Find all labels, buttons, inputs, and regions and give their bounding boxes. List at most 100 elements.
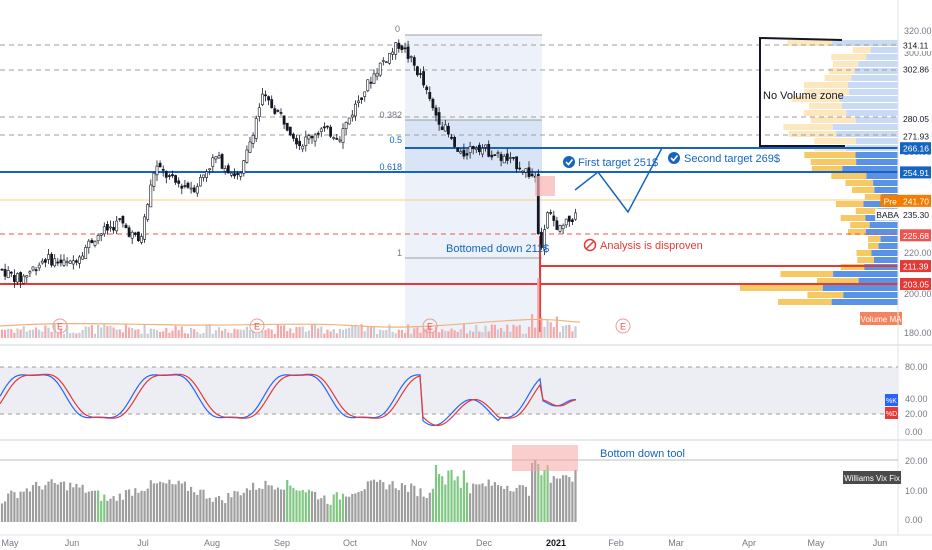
volume-bar	[456, 331, 459, 338]
price-label-bg	[900, 194, 931, 207]
candle-body	[152, 172, 156, 187]
candle-body	[310, 136, 314, 139]
volume-bar	[434, 326, 438, 338]
vixfix-axis-tick: 0.00	[905, 515, 923, 525]
price-label[interactable]: 266.16	[900, 142, 931, 155]
volume-bar	[112, 327, 115, 338]
volume-ma-badge[interactable]	[860, 312, 902, 325]
vixfix-bar	[317, 499, 320, 522]
candle-body	[288, 126, 292, 136]
price-axis[interactable]: 320.00300.00260.00220.00200.00180.00314.…	[875, 26, 932, 338]
volume-profile-sell	[803, 110, 847, 116]
vixfix-bar	[56, 484, 59, 522]
volume-bar	[248, 330, 252, 338]
candle-body	[326, 125, 329, 128]
price-label[interactable]: 280.05	[900, 112, 931, 125]
volume-bar	[487, 331, 490, 338]
candle-body	[236, 173, 240, 176]
vixfix-bar	[177, 480, 180, 522]
candlesticks	[0, 39, 577, 289]
vixfix-badge[interactable]	[843, 471, 901, 484]
volume-bar	[391, 331, 394, 338]
volume-profile-buy	[858, 278, 898, 284]
vixfix-bar	[59, 482, 62, 522]
candle-body	[62, 259, 66, 266]
vixfix-bar	[168, 479, 171, 522]
volume-profile-buy	[880, 236, 898, 242]
vixfix-bar	[307, 489, 310, 522]
vixfix-bar	[571, 481, 574, 522]
candle-body	[143, 216, 147, 240]
earnings-markers[interactable]: E E E E	[52, 318, 631, 334]
earnings-icon[interactable]	[52, 318, 68, 334]
volume-bar	[171, 330, 174, 338]
time-axis[interactable]: May Jun Jul Aug Sep Oct Nov Dec 2021 Feb Mar Apr May…	[1, 538, 887, 548]
volume-bar	[159, 331, 162, 338]
earnings-icon[interactable]	[249, 318, 265, 334]
candle-body	[118, 218, 122, 220]
volume-bar	[19, 329, 22, 338]
volume-bar	[568, 324, 571, 338]
volume-bar	[562, 325, 565, 338]
vixfix-bar	[93, 490, 97, 522]
vixfix-bar	[410, 483, 413, 522]
candle-body	[205, 171, 209, 178]
price-label[interactable]: 225.68	[900, 229, 931, 242]
volume-bar	[354, 324, 357, 338]
candle-body	[186, 182, 190, 188]
vixfix-bar	[314, 492, 317, 522]
vixfix-bar	[438, 473, 441, 522]
vixfix-bar	[447, 470, 450, 522]
volume-bar	[500, 327, 503, 338]
volume-bar	[177, 330, 180, 338]
volume-profile-sell	[831, 173, 867, 179]
vixfix-bar	[469, 493, 472, 522]
price-label[interactable]: 254.91	[900, 166, 931, 179]
stochastic-d-label: %D	[886, 411, 897, 418]
vixfix-bar	[354, 493, 357, 522]
vixfix-axis[interactable]: 20.00 10.00 0.00	[905, 456, 928, 525]
stochastic-k-badge[interactable]	[885, 394, 898, 406]
volume-bar	[227, 332, 230, 338]
price-label[interactable]: BABA 235.30	[875, 208, 931, 221]
price-label[interactable]: Pre 241.70	[880, 194, 931, 207]
volume-bar	[264, 329, 267, 338]
stochastic-pane[interactable]: %K %D	[0, 366, 898, 427]
vixfix-pane[interactable]: Bottom down tool Williams Vix Fix	[0, 445, 901, 522]
vixfix-bar	[131, 495, 134, 522]
volume-bar	[149, 328, 152, 338]
price-label[interactable]: 211.39	[900, 260, 931, 273]
volume-bar	[41, 331, 44, 338]
candle-body	[65, 261, 69, 264]
candle-body	[19, 272, 23, 282]
vixfix-bar	[267, 485, 270, 522]
price-pane[interactable]: 0 0.382 0.5 0.618 1 No Volume zone First…	[0, 24, 902, 338]
vixfix-bar	[537, 464, 540, 522]
volume-profile-sell	[835, 201, 864, 207]
candle-body	[400, 45, 404, 51]
candle-body	[440, 126, 444, 131]
price-label[interactable]: 271.93	[900, 129, 931, 142]
price-label[interactable]: 203.05	[900, 278, 931, 290]
candle-body	[242, 160, 246, 174]
candle-body	[285, 122, 289, 131]
volume-bar	[180, 326, 183, 338]
vixfix-bar	[434, 464, 438, 522]
price-label[interactable]: 302.86	[900, 63, 931, 76]
volume-bar	[16, 328, 19, 338]
stochastic-d-badge[interactable]	[885, 407, 898, 419]
stochastic-axis[interactable]: 80.00 40.00 20.00 0.00	[905, 362, 928, 437]
volume-bar	[558, 331, 562, 338]
volume-profile-sell	[788, 131, 836, 137]
vixfix-bar	[376, 481, 379, 522]
volume-profile-sell	[857, 257, 875, 263]
earnings-icon[interactable]	[615, 318, 631, 334]
price-label[interactable]: 314.11	[900, 39, 931, 51]
price-label-bg	[900, 112, 931, 125]
price-label-text: 280.05	[903, 114, 929, 124]
candle-body	[239, 172, 243, 177]
volume-bar	[472, 331, 475, 338]
volume-profile-buy	[878, 243, 898, 249]
earnings-icon[interactable]	[422, 318, 438, 334]
